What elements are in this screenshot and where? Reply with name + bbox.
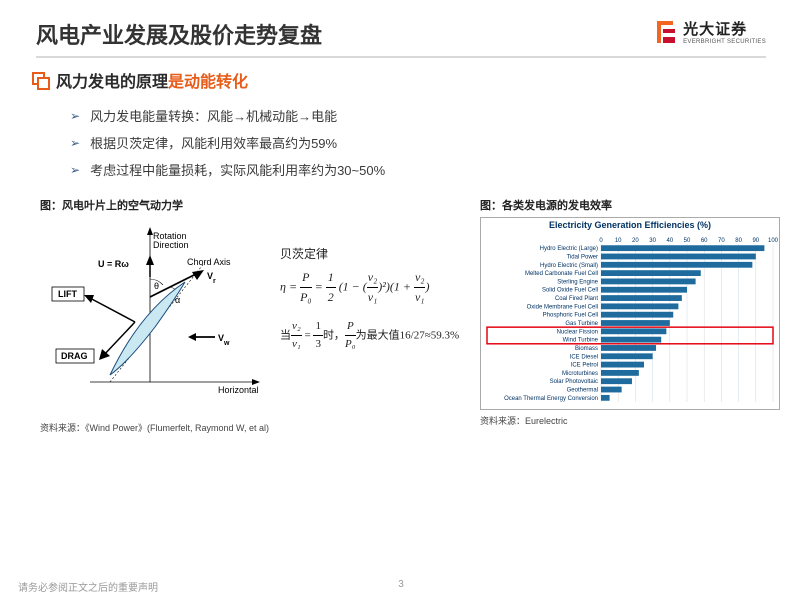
svg-text:Coal Fired Plant: Coal Fired Plant: [555, 296, 598, 302]
figure-source: 资料来源：Eurelectric: [480, 414, 780, 427]
page-number: 3: [398, 579, 404, 590]
svg-text:40: 40: [666, 238, 673, 244]
bar-chart: 0 10 20 30 40 50 60 70 80 90 100 Hydro Electric (La…: [483, 232, 779, 407]
svg-text:Vr: Vr: [207, 271, 216, 285]
svg-text:100: 100: [768, 238, 779, 244]
chart-title: Electricity Generation Efficiencies (%): [483, 220, 777, 230]
svg-text:Horizontal: Horizontal: [218, 385, 259, 395]
svg-text:ICE Diesel: ICE Diesel: [570, 354, 598, 360]
svg-text:LIFT: LIFT: [58, 289, 77, 299]
svg-text:Melted Carbonate Fuel Cell: Melted Carbonate Fuel Cell: [525, 271, 598, 277]
svg-text:0: 0: [599, 238, 603, 244]
svg-text:Solid Oxide Fuel Cell: Solid Oxide Fuel Cell: [542, 288, 598, 294]
bullet-list: ➢风力发电能量转换：风能→机械动能→电能 ➢根据贝茨定律，风能利用效率最高约为5…: [70, 106, 802, 179]
svg-text:20: 20: [632, 238, 639, 244]
aerodynamics-diagram: Rotation Direction Horizontal U = Rω Cho…: [40, 217, 270, 417]
figure-efficiency-chart: 图：各类发电源的发电效率 Electricity Generation Effi…: [480, 197, 780, 434]
logo-icon: [655, 19, 677, 45]
figure-source: 资料来源：《Wind Power》(Flumerfelt, Raymond W,…: [40, 421, 460, 434]
svg-text:Gas Turbine: Gas Turbine: [565, 321, 598, 327]
svg-text:70: 70: [718, 238, 725, 244]
svg-text:Phosphoric Fuel Cell: Phosphoric Fuel Cell: [543, 313, 598, 319]
svg-text:Wind Turbine: Wind Turbine: [563, 338, 599, 344]
svg-text:Geothermal: Geothermal: [567, 388, 598, 394]
svg-text:Hydro Electric (Small): Hydro Electric (Small): [540, 263, 598, 269]
svg-text:60: 60: [701, 238, 708, 244]
svg-text:10: 10: [615, 238, 622, 244]
figure-aerodynamics: 图：风电叶片上的空气动力学 Rotation Direction Horizon…: [40, 197, 460, 434]
svg-text:Tidal Power: Tidal Power: [567, 254, 598, 260]
svg-text:Vw: Vw: [218, 333, 230, 347]
company-logo: 光大证券 EVERBRIGHT SECURITIES: [655, 18, 766, 45]
logo-text-cn: 光大证券: [683, 18, 747, 39]
footer-disclaimer: 请务必参阅正文之后的重要声明: [18, 579, 158, 594]
svg-text:Hydro Electric (Large): Hydro Electric (Large): [540, 246, 598, 252]
svg-text:Oxide Membrane Fuel Cell: Oxide Membrane Fuel Cell: [527, 304, 598, 310]
page-title: 风电产业发展及股价走势复盘: [36, 18, 322, 50]
svg-text:90: 90: [752, 238, 759, 244]
bullet-item: ➢考虑过程中能量损耗，实际风能利用率约为30~50%: [70, 160, 802, 179]
title-underline: [36, 56, 766, 58]
subtitle-icon: [32, 72, 48, 88]
svg-text:Direction: Direction: [153, 240, 189, 250]
bullet-arrow-icon: ➢: [70, 163, 80, 177]
svg-text:Sterling Engine: Sterling Engine: [557, 279, 598, 285]
svg-text:θ: θ: [154, 281, 159, 291]
svg-text:Nuclear Fission: Nuclear Fission: [557, 329, 598, 335]
svg-text:Biomass: Biomass: [575, 346, 598, 352]
bullet-item: ➢风力发电能量转换：风能→机械动能→电能: [70, 106, 802, 125]
subtitle: 风力发电的原理是动能转化: [56, 68, 248, 92]
svg-text:Solar Photovoltaic: Solar Photovoltaic: [550, 379, 598, 385]
figure-title: 图：风电叶片上的空气动力学: [40, 197, 460, 213]
svg-text:DRAG: DRAG: [61, 351, 88, 361]
svg-text:Microturbines: Microturbines: [562, 371, 598, 377]
bullet-arrow-icon: ➢: [70, 109, 80, 123]
svg-text:30: 30: [649, 238, 656, 244]
svg-text:Ocean Thermal Energy Conversio: Ocean Thermal Energy Conversion: [504, 396, 598, 402]
bullet-arrow-icon: ➢: [70, 136, 80, 150]
betz-formula: 贝茨定律 η = PP₀ = 12 (1 − (v₂v₁)²)(1 + v₂v₁…: [280, 245, 459, 354]
bullet-item: ➢根据贝茨定律，风能利用效率最高约为59%: [70, 133, 802, 152]
svg-text:80: 80: [735, 238, 742, 244]
svg-text:Chord Axis: Chord Axis: [187, 257, 231, 267]
figure-title: 图：各类发电源的发电效率: [480, 197, 780, 213]
svg-text:ICE Petrol: ICE Petrol: [571, 363, 598, 369]
logo-text-en: EVERBRIGHT SECURITIES: [683, 39, 766, 45]
svg-text:U = Rω: U = Rω: [98, 259, 129, 269]
svg-text:50: 50: [684, 238, 691, 244]
